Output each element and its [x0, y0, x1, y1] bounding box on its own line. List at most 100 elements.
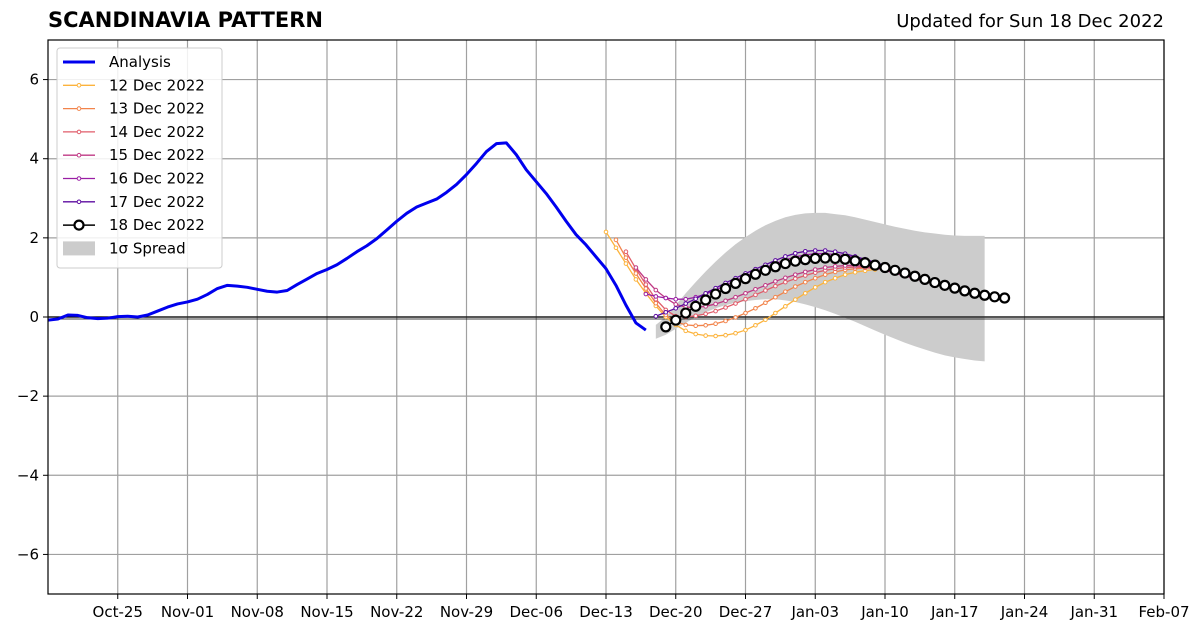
series-point: [683, 296, 689, 302]
analysis-line: [47, 141, 647, 332]
series-point: [763, 283, 768, 288]
x-tick-label: Dec-27: [719, 603, 773, 621]
legend-label: 17 Dec 2022: [109, 193, 205, 211]
x-tick-label: Nov-22: [370, 603, 423, 621]
series-point: [959, 285, 971, 297]
series-18-dec-2022: [660, 252, 1011, 333]
legend-swatch-marker: [73, 219, 85, 231]
series-point: [802, 273, 808, 278]
series-point: [822, 279, 828, 285]
series-point: [623, 255, 629, 260]
series-point: [849, 255, 861, 267]
series-point: [693, 331, 698, 337]
axes: −6 −4 −2 0 2 4 6 Oct-25 Nov-01 Nov-08 Nov-15 Nov-22…: [17, 39, 1190, 621]
series-point: [603, 229, 609, 235]
series-point: [842, 272, 848, 277]
series-point: [773, 283, 778, 289]
x-tick-label: Dec-06: [509, 603, 563, 621]
series-point: [753, 323, 758, 328]
legend-swatch-marker: [76, 106, 82, 111]
legend-item: 13 Dec 2022: [63, 100, 205, 118]
series-point: [713, 308, 718, 314]
series-point: [749, 268, 762, 280]
series-point: [703, 311, 708, 317]
series-point: [802, 279, 808, 285]
series-point: [812, 248, 818, 253]
series-point: [733, 315, 738, 320]
series-point: [812, 275, 818, 281]
x-tick-label: Dec-13: [579, 603, 633, 621]
legend-item: 15 Dec 2022: [63, 146, 205, 164]
series-point: [739, 273, 752, 285]
series-point: [683, 301, 689, 306]
series-point: [998, 292, 1011, 304]
series-point: [773, 294, 778, 300]
series-point: [700, 294, 712, 306]
series-point: [683, 328, 689, 334]
series-point: [633, 277, 639, 282]
series-point: [869, 259, 881, 271]
series-point: [989, 291, 1001, 303]
series-point: [643, 282, 649, 287]
series-point: [653, 294, 659, 299]
series-point: [670, 314, 682, 326]
series-12-dec-2022: [603, 229, 878, 339]
series-point: [759, 264, 772, 276]
series-point: [703, 333, 708, 338]
series-point: [723, 305, 728, 310]
series-point: [680, 307, 692, 319]
series-point: [783, 275, 788, 281]
legend-label: 12 Dec 2022: [109, 76, 205, 94]
legend-swatch-marker: [76, 176, 82, 181]
series-point: [713, 333, 718, 339]
y-tick-label: 2: [29, 229, 39, 247]
legend-item: 12 Dec 2022: [63, 76, 205, 94]
series-point: [793, 276, 798, 281]
series-point: [663, 309, 669, 315]
spread-band-group: [655, 212, 985, 362]
series-point: [829, 252, 841, 265]
series-point: [643, 291, 649, 297]
series-point: [713, 301, 718, 307]
series-point: [633, 265, 639, 270]
series-point: [812, 267, 818, 272]
series-point: [693, 313, 698, 319]
series-point: [690, 300, 702, 312]
analysis-line-group: [47, 141, 647, 332]
legend-item: 17 Dec 2022: [63, 193, 205, 211]
series-point: [783, 254, 788, 259]
series-point: [733, 330, 738, 336]
series-point: [802, 290, 808, 296]
series-point: [889, 264, 901, 276]
series-point: [799, 254, 811, 266]
series-point: [663, 295, 669, 301]
series-point: [783, 304, 788, 309]
series-point: [613, 237, 619, 243]
series-point: [779, 257, 791, 270]
series-point: [763, 288, 768, 293]
chart-title: SCANDINAVIA PATTERN: [48, 8, 323, 32]
x-tick-label: Nov-08: [231, 603, 284, 621]
legend-label: 15 Dec 2022: [109, 146, 205, 164]
zero-line-group: [48, 316, 1164, 320]
series-point: [773, 279, 778, 284]
series-point: [713, 321, 718, 327]
series-point: [753, 292, 758, 298]
forecast-series-group: [603, 229, 1011, 339]
series-point: [793, 272, 798, 277]
x-tick-label: Jan-17: [930, 603, 979, 621]
x-tick-label: Jan-03: [790, 603, 839, 621]
legend-label: 18 Dec 2022: [109, 216, 205, 234]
x-tick-label: Jan-10: [860, 603, 909, 621]
series-point: [899, 267, 911, 279]
series-point: [743, 290, 748, 296]
legend-item: 1σ Spread: [63, 239, 186, 257]
series-point: [743, 296, 748, 302]
x-tick-label: Dec-20: [649, 603, 703, 621]
legend-label: Analysis: [109, 53, 171, 71]
series-point: [763, 317, 768, 323]
series-point: [753, 287, 758, 292]
series-point: [673, 296, 679, 302]
series-line: [605, 231, 876, 337]
series-point: [949, 282, 961, 294]
